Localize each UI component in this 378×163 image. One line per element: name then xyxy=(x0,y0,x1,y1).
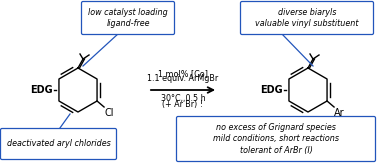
FancyBboxPatch shape xyxy=(82,1,175,35)
Text: EDG: EDG xyxy=(260,85,283,95)
Text: deactivated aryl chlorides: deactivated aryl chlorides xyxy=(7,140,110,148)
Text: diverse biaryls
valuable vinyl substituent: diverse biaryls valuable vinyl substitue… xyxy=(255,8,359,28)
FancyBboxPatch shape xyxy=(0,128,116,160)
Text: no excess of Grignard species
mild conditions, short reactions
tolerant of ArBr : no excess of Grignard species mild condi… xyxy=(213,123,339,155)
Text: Cl: Cl xyxy=(104,108,113,118)
Text: low catalyst loading
ligand-free: low catalyst loading ligand-free xyxy=(88,8,168,28)
Text: 30°C, 0.5 h: 30°C, 0.5 h xyxy=(161,94,205,103)
Text: (+ ArʹBr) !: (+ ArʹBr) ! xyxy=(163,100,203,109)
Text: 1.1 equiv. ArMgBr: 1.1 equiv. ArMgBr xyxy=(147,74,218,83)
Text: EDG: EDG xyxy=(30,85,53,95)
Text: Ar: Ar xyxy=(334,108,345,118)
Text: 1 mol% [Co]: 1 mol% [Co] xyxy=(158,69,208,78)
FancyBboxPatch shape xyxy=(177,117,375,162)
FancyBboxPatch shape xyxy=(240,1,373,35)
